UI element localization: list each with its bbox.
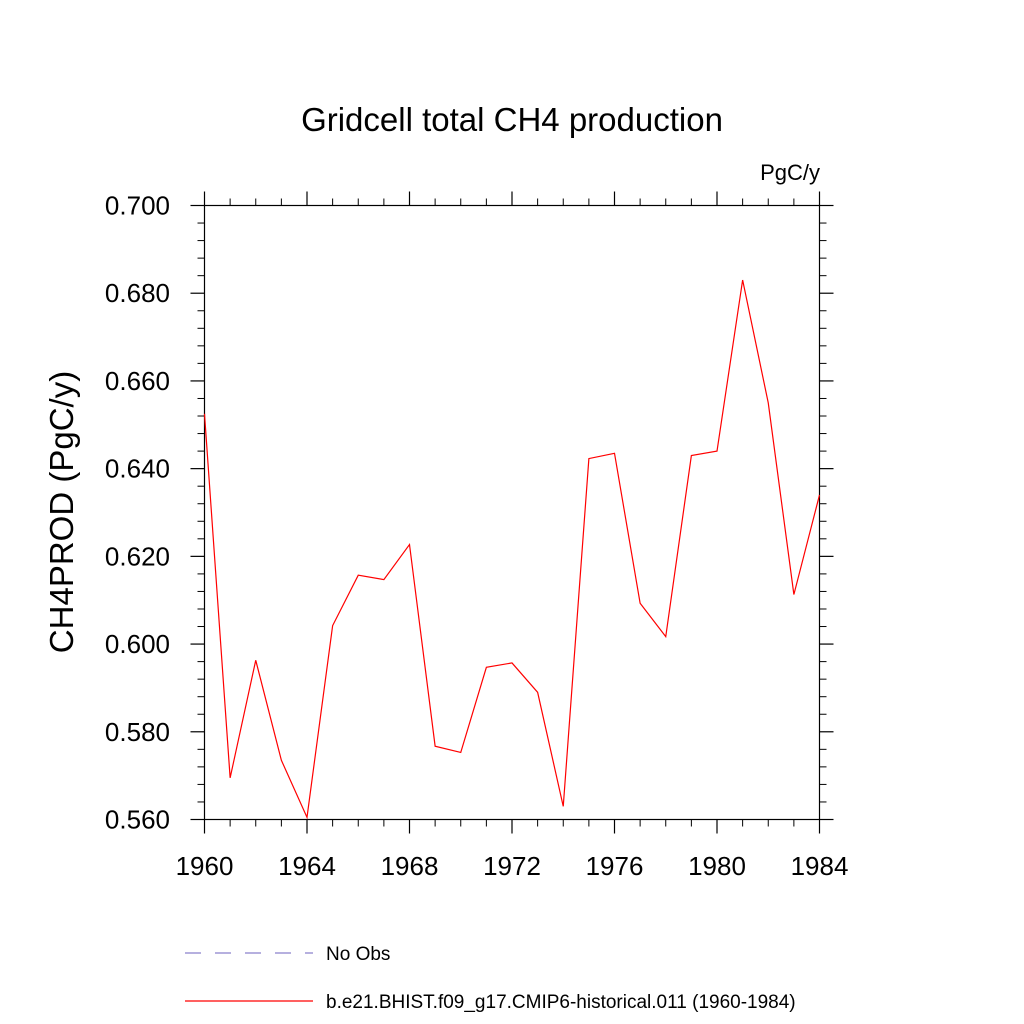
- y-tick-label: 0.680: [105, 278, 170, 308]
- y-tick-label: 0.580: [105, 717, 170, 747]
- series-line-1: [203, 279, 821, 820]
- y-tick-label: 0.600: [105, 629, 170, 659]
- units-label: PgC/y: [760, 160, 820, 185]
- x-tick-label: 1968: [381, 851, 439, 881]
- chart-title: Gridcell total CH4 production: [301, 101, 723, 138]
- legend-label-1: b.e21.BHIST.f09_g17.CMIP6-historical.011…: [326, 992, 796, 1013]
- x-tick-label: 1976: [586, 851, 644, 881]
- x-tick-label: 1980: [688, 851, 746, 881]
- x-tick-label: 1964: [278, 851, 336, 881]
- y-tick-label: 0.700: [105, 191, 170, 221]
- legend-label-0: No Obs: [326, 944, 390, 965]
- y-tick-label: 0.620: [105, 541, 170, 571]
- x-tick-label: 1960: [176, 851, 234, 881]
- x-tick-label: 1972: [483, 851, 541, 881]
- y-axis-title: CH4PROD (PgC/y): [43, 371, 80, 653]
- y-tick-label: 0.660: [105, 366, 170, 396]
- y-tick-label: 0.560: [105, 805, 170, 835]
- y-tick-label: 0.640: [105, 454, 170, 484]
- x-tick-label: 1984: [791, 851, 849, 881]
- plot-frame: [203, 204, 821, 821]
